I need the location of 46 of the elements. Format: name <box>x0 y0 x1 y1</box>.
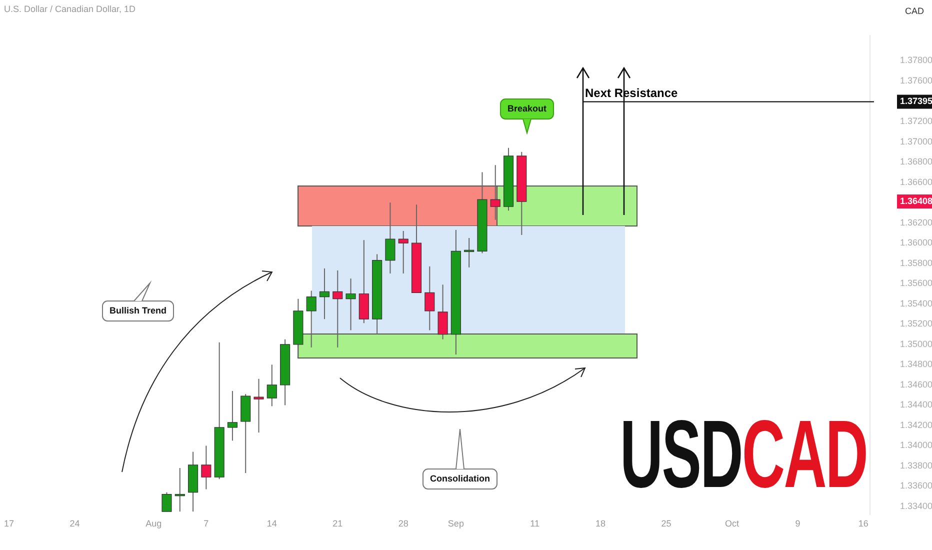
y-tick-label: 1.36000 <box>900 238 932 248</box>
x-tick-label: 16 <box>858 518 868 528</box>
y-tick-label: 1.35400 <box>900 298 932 308</box>
y-tick-label: 1.37200 <box>900 116 932 126</box>
x-tick-label: 21 <box>332 518 343 528</box>
x-tick-label: 9 <box>795 518 800 528</box>
y-tick-label: 1.35200 <box>900 318 932 329</box>
candlestick <box>424 266 435 331</box>
x-tick-label: 24 <box>70 518 80 528</box>
y-tick-label: 1.33600 <box>900 480 932 491</box>
x-tick-label: Oct <box>724 518 740 528</box>
y-tick-label: 1.34600 <box>900 379 932 390</box>
x-tick-label: 18 <box>596 518 606 528</box>
x-tick-label: 11 <box>530 518 540 528</box>
y-tick-label: 1.34800 <box>900 359 932 370</box>
y-tick-label: 1.36800 <box>900 156 932 167</box>
y-tick-label: 1.35800 <box>900 258 932 268</box>
y-tick-label: 1.34000 <box>900 440 932 450</box>
x-tick-label: 17 <box>4 518 14 528</box>
y-tick-label: 1.33800 <box>900 460 932 470</box>
y-tick-label: 1.36600 <box>900 176 932 187</box>
y-tick-label: 1.34200 <box>900 420 932 430</box>
chart-title: U.S. Dollar / Canadian Dollar, 1D <box>4 4 136 14</box>
y-tick-label: 1.37800 <box>900 55 932 66</box>
x-tick-label: Sep <box>448 518 464 528</box>
annotation: Consolidation <box>430 473 490 484</box>
candlestick <box>266 364 277 407</box>
text: CAD <box>904 6 924 16</box>
y-tick-label: 1.35600 <box>900 278 932 288</box>
annotation: Bullish Trend <box>109 305 167 316</box>
text: 1.37395 <box>900 96 932 106</box>
x-tick-label: 7 <box>204 518 209 528</box>
y-tick-label: 1.34400 <box>900 400 932 410</box>
y-tick-label: 1.37600 <box>900 75 932 86</box>
y-tick-label: 1.37000 <box>900 136 932 146</box>
text: 1.36408 <box>900 196 932 206</box>
x-tick-label: 14 <box>266 518 277 528</box>
y-tick-label: 1.35000 <box>900 338 932 349</box>
x-tick-label: 28 <box>398 518 408 528</box>
y-tick-label: 1.36200 <box>900 217 932 228</box>
y-axis-title: CAD <box>742 401 868 508</box>
x-tick-label: 25 <box>661 518 672 528</box>
annotation: Breakout <box>507 103 547 114</box>
text: USD <box>620 401 742 508</box>
x-tick-label: Aug <box>146 518 162 528</box>
y-tick-label: 1.33400 <box>900 500 932 511</box>
